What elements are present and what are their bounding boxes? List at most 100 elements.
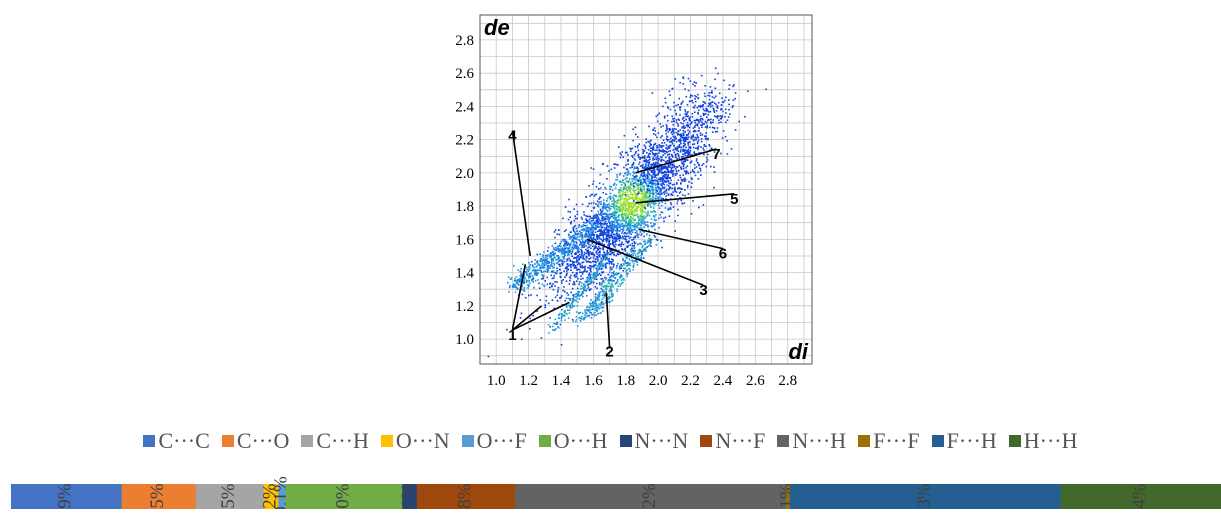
- fingerprint-point: [551, 277, 554, 280]
- fingerprint-point: [616, 253, 619, 255]
- fingerprint-point: [699, 115, 702, 118]
- fingerprint-point: [610, 261, 613, 263]
- fingerprint-point: [614, 248, 617, 251]
- fingerprint-point: [646, 156, 649, 159]
- fingerprint-point: [590, 234, 592, 236]
- fingerprint-point: [634, 186, 637, 189]
- fingerprint-point: [587, 249, 590, 252]
- fingerprint-point: [676, 202, 678, 205]
- fingerprint-point: [535, 266, 537, 268]
- fingerprint-point: [659, 171, 661, 173]
- fingerprint-point: [683, 140, 686, 143]
- fingerprint-point: [598, 255, 601, 258]
- fingerprint-point: [684, 194, 686, 197]
- fingerprint-point: [710, 118, 712, 121]
- fingerprint-point: [569, 244, 571, 247]
- fingerprint-point: [576, 260, 579, 262]
- fingerprint-point: [650, 166, 652, 168]
- fingerprint-point: [580, 229, 583, 231]
- fingerprint-point: [642, 181, 644, 184]
- fingerprint-point: [629, 193, 632, 196]
- fingerprint-point: [708, 119, 710, 121]
- fingerprint-point: [651, 182, 654, 185]
- fingerprint-point: [685, 113, 688, 116]
- fingerprint-point: [657, 157, 659, 159]
- fingerprint-point: [597, 265, 600, 267]
- fingerprint-point: [699, 106, 702, 108]
- fingerprint-point: [641, 246, 643, 249]
- fingerprint-point: [696, 135, 699, 138]
- fingerprint-point: [681, 102, 683, 104]
- x-tick-label: 2.6: [746, 373, 765, 389]
- fingerprint-point: [644, 207, 646, 210]
- fingerprint-point: [674, 190, 677, 193]
- fingerprint-point: [578, 298, 581, 300]
- fingerprint-point: [648, 214, 651, 217]
- fingerprint-point: [539, 253, 541, 255]
- fingerprint-point: [548, 261, 550, 263]
- fingerprint-point: [598, 237, 601, 240]
- fingerprint-point: [666, 147, 669, 150]
- fingerprint-point: [567, 269, 569, 271]
- fingerprint-point: [618, 214, 620, 216]
- fingerprint-point: [678, 138, 680, 141]
- fingerprint-point: [590, 317, 593, 319]
- fingerprint-point: [566, 292, 568, 294]
- fingerprint-point: [651, 147, 653, 149]
- fingerprint-point: [687, 172, 690, 175]
- fingerprint-point: [682, 122, 684, 125]
- fingerprint-point: [571, 302, 574, 304]
- fingerprint-point: [576, 230, 578, 232]
- fingerprint-point: [615, 243, 617, 246]
- legend-label: O···H: [553, 428, 608, 453]
- fingerprint-point: [666, 184, 668, 186]
- fingerprint-point: [663, 142, 666, 144]
- fingerprint-point: [516, 287, 519, 289]
- fingerprint-point: [602, 264, 604, 266]
- fingerprint-point: [606, 197, 609, 200]
- fingerprint-point: [624, 255, 626, 257]
- fingerprint-point: [641, 172, 643, 174]
- fingerprint-point: [592, 304, 594, 307]
- fingerprint-point: [613, 214, 616, 216]
- fingerprint-point: [549, 282, 552, 285]
- fingerprint-point: [668, 187, 671, 190]
- fingerprint-point: [672, 156, 674, 158]
- fingerprint-point: [581, 203, 584, 206]
- fingerprint-point: [614, 201, 617, 203]
- fingerprint-point: [638, 220, 640, 222]
- plot-frame: [479, 14, 813, 365]
- fingerprint-point: [608, 259, 610, 261]
- fingerprint-point: [613, 208, 616, 210]
- fingerprint-point: [642, 175, 644, 177]
- fingerprint-point: [567, 243, 569, 246]
- fingerprint-point: [615, 283, 617, 285]
- fingerprint-point: [630, 191, 632, 194]
- fingerprint-point: [720, 152, 722, 155]
- fingerprint-point: [602, 271, 605, 273]
- fingerprint-point: [616, 202, 619, 204]
- fingerprint-point: [603, 207, 605, 209]
- fingerprint-point: [654, 223, 656, 225]
- legend-label: C···H: [316, 428, 369, 453]
- fingerprint-point: [630, 208, 633, 210]
- fingerprint-point: [536, 253, 539, 256]
- fingerprint-point: [655, 164, 658, 167]
- fingerprint-point: [585, 281, 587, 283]
- fingerprint-point: [545, 263, 548, 265]
- fingerprint-point: [589, 230, 591, 232]
- fingerprint-point: [632, 174, 634, 177]
- fingerprint-point: [624, 262, 626, 264]
- plot-grid: [480, 15, 812, 364]
- fingerprint-point: [660, 136, 662, 139]
- fingerprint-point: [631, 261, 634, 263]
- fingerprint-point: [676, 172, 678, 175]
- fingerprint-point: [566, 244, 568, 246]
- fingerprint-point: [598, 308, 600, 310]
- fingerprint-point: [573, 230, 575, 233]
- fingerprint-point: [668, 215, 671, 217]
- fingerprint-point: [684, 130, 686, 133]
- fingerprint-point: [635, 177, 637, 179]
- fingerprint-point: [602, 183, 605, 185]
- fingerprint-point: [617, 216, 620, 218]
